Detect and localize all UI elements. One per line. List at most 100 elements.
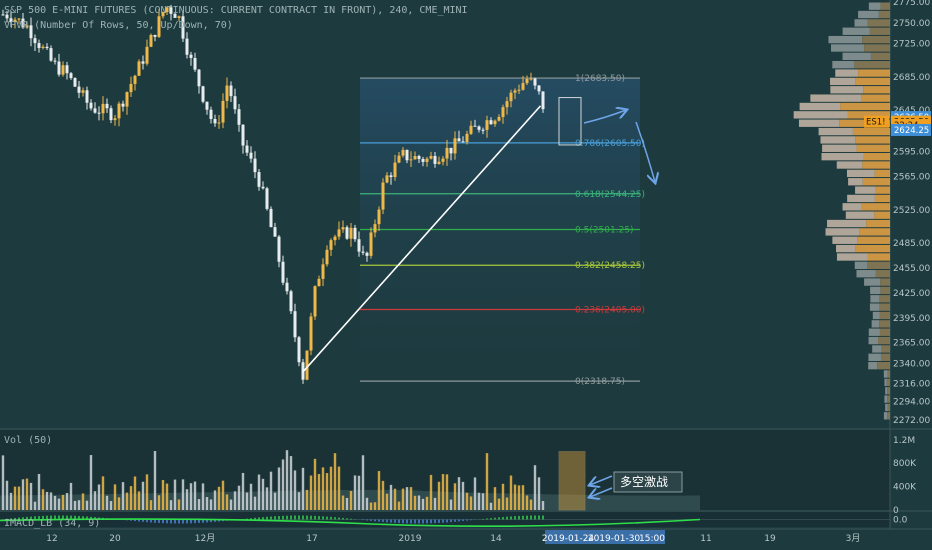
candle-body [165, 7, 169, 13]
volume-bar [249, 483, 253, 510]
vp-bar-up [878, 10, 890, 19]
candle-body [221, 100, 225, 123]
vp-bar-down [820, 136, 856, 144]
candle-body [101, 103, 105, 114]
candle-body [421, 158, 425, 162]
macd-bar [302, 515, 304, 520]
vp-bar-down [836, 253, 868, 261]
vp-bar-down [821, 152, 864, 161]
volume-bar [473, 477, 477, 510]
vp-bar-down [883, 412, 888, 420]
volume-bar [309, 475, 313, 510]
macd-bar [322, 516, 324, 520]
volume-bar [313, 458, 317, 510]
fib-level-label: 0.786(2605.50) [575, 139, 645, 149]
candle-body [381, 182, 385, 210]
macd-bar [194, 519, 196, 524]
candle-body [73, 78, 77, 87]
volume-bar [89, 455, 93, 510]
vp-bar-up [886, 378, 890, 387]
volume-bar [181, 479, 185, 510]
vp-bar-up [854, 61, 890, 69]
macd-bar [494, 517, 496, 520]
vp-bar-up [875, 186, 890, 194]
volume-bar [189, 483, 193, 510]
volume-bar [65, 493, 69, 510]
candle-body [41, 46, 45, 49]
volume-bar [253, 496, 257, 510]
volume-bar [409, 487, 413, 510]
macd-bar [82, 516, 84, 520]
candle-body [281, 261, 285, 283]
volume-bar [33, 501, 37, 510]
macd-bar [454, 519, 456, 522]
macd-bar [186, 519, 188, 524]
candle-body [13, 19, 17, 22]
vp-bar-up [879, 311, 890, 320]
macd-bar [290, 515, 292, 520]
macd-bar [314, 515, 316, 520]
candle-body [33, 38, 37, 44]
macd-bar [330, 516, 332, 520]
volume-bar [413, 495, 417, 510]
time-tick-label: 11 [700, 534, 711, 544]
volume-bar [345, 497, 349, 510]
candle-body [5, 14, 9, 19]
candle-body [305, 350, 309, 380]
candle-body [37, 43, 41, 49]
macd-bar [370, 519, 372, 521]
vp-bar-down [868, 328, 880, 336]
candle-body [21, 18, 25, 28]
candle-body [269, 208, 273, 228]
volume-tick-label: 400K [893, 483, 917, 493]
vp-bar-down [885, 387, 888, 395]
vp-bar-up [862, 35, 890, 44]
macd-bar [42, 515, 44, 520]
candle-body [413, 156, 417, 160]
macd-bar [466, 519, 468, 521]
vpvr-label: VPVR (Number Of Rows, 50, Up/Down, 70) [4, 20, 233, 31]
candle-body [261, 186, 265, 189]
vp-bar-up [878, 336, 890, 345]
macd-bar [134, 519, 136, 522]
volume-bar [497, 498, 501, 510]
candle-body [373, 224, 377, 233]
volume-bar [293, 470, 297, 510]
volume-bar [217, 486, 221, 510]
candle-body [401, 149, 405, 156]
macd-bar [542, 515, 544, 520]
macd-bar [526, 515, 528, 520]
time-tick-label: 2019-01-30 [588, 534, 641, 544]
volume-bar [405, 487, 409, 510]
candle-body [309, 316, 313, 351]
macd-bar [482, 518, 484, 520]
annotation-box [613, 471, 683, 493]
vp-bar-up [859, 228, 890, 236]
vp-bar-down [830, 86, 864, 94]
vp-bar-down [835, 69, 859, 77]
macd-bar [270, 516, 272, 520]
price-tick-label: 2340.00 [893, 359, 930, 369]
volume-bar [481, 493, 485, 510]
candle-body [321, 264, 325, 279]
macd-bar [38, 516, 40, 520]
volume-bar [445, 474, 449, 510]
volume-bar [137, 491, 141, 510]
vp-bar-up [880, 353, 890, 361]
vp-bar-up [870, 52, 890, 61]
candle-body [241, 124, 245, 146]
time-tick-label: 20 [109, 534, 121, 544]
candle-body [29, 25, 33, 39]
volume-bar [205, 497, 209, 510]
price-tick-label: 2750.00 [893, 19, 930, 29]
vp-bar-up [879, 320, 890, 328]
price-tick-label: 2595.00 [893, 148, 930, 158]
macd-bar [86, 516, 88, 520]
macd-bar [310, 515, 312, 520]
candle-body [209, 109, 213, 119]
macd-bar [70, 515, 72, 520]
vp-bar-up [847, 111, 890, 119]
macd-bar [470, 519, 472, 521]
